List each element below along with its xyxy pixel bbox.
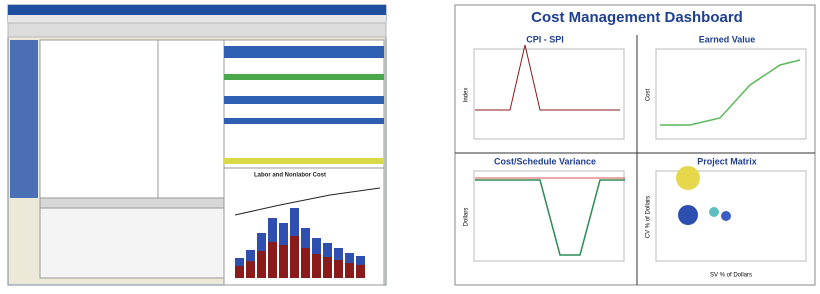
dashboard: Cost Management Dashboard CPI - SPI Index… <box>455 5 815 285</box>
x-axis-label: SV % of Dollars <box>710 273 752 279</box>
bar-decor <box>334 260 343 278</box>
y-axis-label: Index <box>464 88 470 103</box>
y-axis-label: CV % of Dollars <box>646 196 652 238</box>
bar-decor <box>268 242 277 278</box>
scene: Labor and Nonlabor Cost Cost Management … <box>0 0 820 289</box>
bar-decor <box>235 266 244 278</box>
bar-decor <box>301 248 310 278</box>
bar-decor <box>345 263 354 278</box>
bar-decor <box>356 265 365 278</box>
y-axis-label: Dollars <box>464 208 470 227</box>
dashboard-title: Cost Management Dashboard <box>531 9 743 26</box>
bubble-decor <box>709 207 719 217</box>
panel-title: Earned Value <box>699 34 756 44</box>
panel-title: Cost/Schedule Variance <box>494 156 596 166</box>
bar-decor <box>312 254 321 278</box>
bar-decor <box>323 257 332 278</box>
bar-decor <box>257 251 266 278</box>
bar-decor <box>290 236 299 278</box>
page: Labor and Nonlabor Cost Cost Management … <box>0 0 820 289</box>
y-axis-label: Cost <box>646 89 652 102</box>
bubble-decor <box>721 211 731 221</box>
bar-decor <box>246 261 255 278</box>
bubble-decor <box>676 166 700 190</box>
app-window: Labor and Nonlabor Cost <box>8 5 386 285</box>
chart-title: Labor and Nonlabor Cost <box>254 173 326 179</box>
bar-decor <box>279 245 288 278</box>
panel-title: Project Matrix <box>697 156 757 166</box>
panel-title: CPI - SPI <box>526 34 564 44</box>
bubble-decor <box>678 205 698 225</box>
